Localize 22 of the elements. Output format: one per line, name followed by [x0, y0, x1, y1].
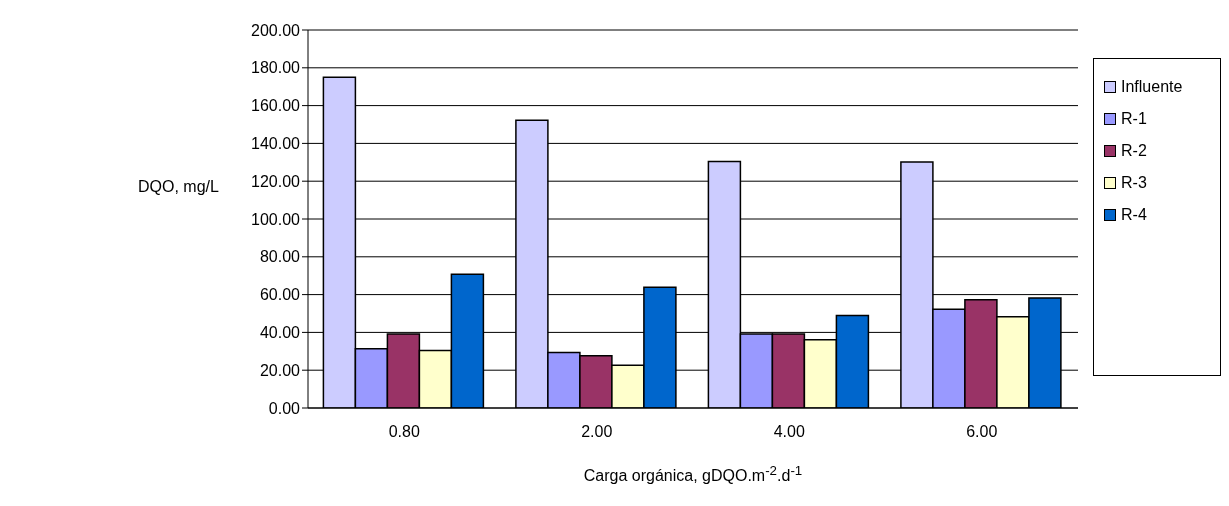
legend-label: Influente — [1121, 78, 1183, 96]
y-tick-label: 60.00 — [259, 286, 301, 304]
x-tick-label: 4.00 — [773, 423, 805, 441]
y-tick-label: 120.00 — [251, 172, 301, 190]
x-tick-label: 6.00 — [966, 423, 998, 441]
y-tick-label: 20.00 — [259, 361, 301, 379]
x-tick-label: 2.00 — [581, 423, 613, 441]
y-tick-label: 0.00 — [268, 399, 301, 417]
y-axis-title: DQO, mg/L — [138, 178, 219, 196]
y-tick-label: 180.00 — [251, 59, 301, 77]
y-tick-label: 140.00 — [251, 135, 301, 153]
y-tick-label: 200.00 — [251, 21, 301, 39]
legend-label: R-1 — [1121, 110, 1147, 128]
x-tick-label: 0.80 — [388, 423, 420, 441]
y-tick-label: 160.00 — [251, 97, 301, 115]
x-axis-title: Carga orgánica, gDQO.m$^{-2}$.d$^{-1}$ — [582, 463, 804, 486]
y-tick-label: 40.00 — [259, 324, 301, 342]
legend-label: R-4 — [1121, 206, 1147, 224]
legend-label: R-3 — [1121, 174, 1147, 192]
legend-label: R-2 — [1121, 142, 1147, 160]
y-tick-label: 100.00 — [251, 210, 301, 228]
y-tick-label: 80.00 — [259, 248, 301, 266]
